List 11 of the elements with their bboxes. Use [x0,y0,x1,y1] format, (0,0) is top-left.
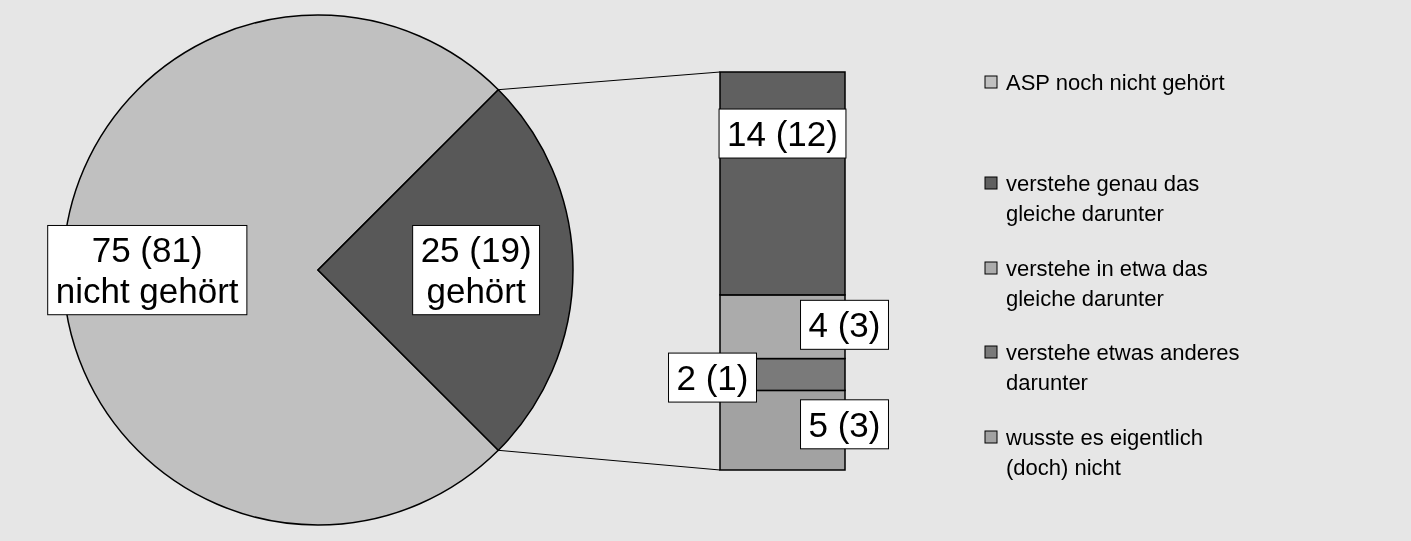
data-label: 14 (12) [727,114,838,154]
legend-label: verstehe etwas anderes darunter [1006,340,1240,395]
data-label: 75 (81) nicht gehört [55,230,239,310]
data-label: 2 (1) [676,358,749,398]
text: verstehe genau das gleiche darunter [1006,171,1200,226]
data-label: 4 (3) [808,305,881,345]
data-label: 5 (3) [808,404,881,444]
legend-label: ASP noch nicht gehört [1006,70,1225,95]
legend-label: wusste es eigentlich (doch) nicht [1005,425,1203,480]
data-label: 25 (19) gehört [420,230,532,310]
legend-label: verstehe in etwa das gleiche darunter [1006,256,1208,311]
